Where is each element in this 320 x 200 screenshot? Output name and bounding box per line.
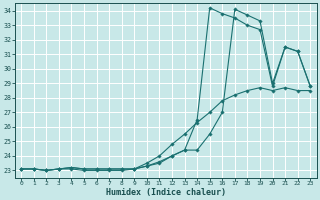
X-axis label: Humidex (Indice chaleur): Humidex (Indice chaleur)	[106, 188, 226, 197]
